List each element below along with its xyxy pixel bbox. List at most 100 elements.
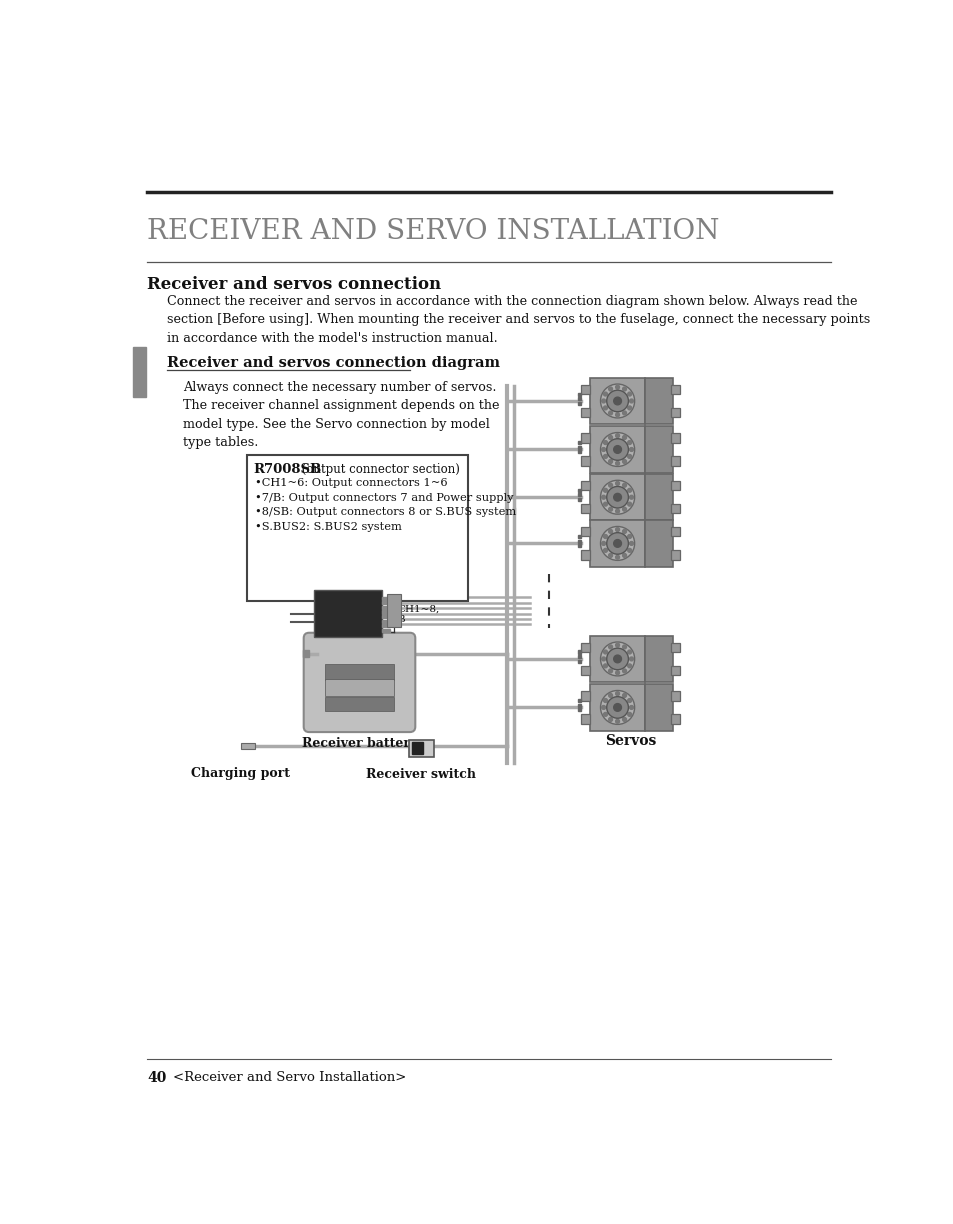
Circle shape bbox=[603, 502, 607, 506]
Circle shape bbox=[627, 441, 631, 444]
Bar bbox=[381, 606, 390, 608]
Circle shape bbox=[599, 384, 634, 417]
Bar bbox=[670, 433, 679, 443]
Circle shape bbox=[615, 509, 618, 513]
Bar bbox=[409, 739, 434, 756]
Bar bbox=[578, 540, 580, 542]
Circle shape bbox=[608, 411, 612, 415]
Bar bbox=[578, 401, 580, 405]
Bar bbox=[241, 743, 254, 749]
Text: Charging port: Charging port bbox=[192, 767, 290, 781]
Text: Always connect the necessary number of servos.: Always connect the necessary number of s… bbox=[183, 381, 496, 394]
Circle shape bbox=[615, 720, 618, 723]
Bar bbox=[580, 481, 590, 491]
Circle shape bbox=[627, 650, 631, 654]
Bar bbox=[580, 715, 590, 723]
Circle shape bbox=[599, 643, 634, 676]
Text: Receiver battery: Receiver battery bbox=[301, 738, 416, 750]
Circle shape bbox=[629, 399, 633, 403]
Bar bbox=[644, 635, 672, 682]
Text: Receiver and servos connection: Receiver and servos connection bbox=[147, 277, 441, 294]
Circle shape bbox=[606, 649, 628, 670]
Circle shape bbox=[603, 488, 607, 492]
Text: Receiver and servos connection diagram: Receiver and servos connection diagram bbox=[167, 356, 499, 371]
Bar bbox=[580, 551, 590, 559]
Circle shape bbox=[627, 392, 631, 397]
Bar bbox=[644, 474, 672, 520]
Circle shape bbox=[606, 438, 628, 460]
Bar bbox=[670, 666, 679, 676]
Circle shape bbox=[613, 446, 620, 453]
Bar bbox=[580, 528, 590, 536]
Circle shape bbox=[622, 459, 626, 464]
Bar bbox=[381, 629, 390, 632]
Bar bbox=[590, 426, 644, 472]
Bar bbox=[578, 545, 580, 547]
Text: •CH1~6: Output connectors 1~6: •CH1~6: Output connectors 1~6 bbox=[254, 479, 447, 488]
Text: •7/B: Output connectors 7 and Power supply: •7/B: Output connectors 7 and Power supp… bbox=[254, 492, 513, 503]
Bar bbox=[381, 624, 390, 628]
Bar bbox=[386, 594, 400, 627]
Bar bbox=[578, 660, 580, 662]
Bar bbox=[590, 474, 644, 520]
Bar bbox=[670, 551, 679, 559]
Bar bbox=[670, 384, 679, 394]
Bar bbox=[644, 684, 672, 731]
Circle shape bbox=[615, 643, 618, 647]
Bar bbox=[381, 614, 390, 618]
Bar bbox=[324, 698, 394, 711]
Bar bbox=[578, 699, 580, 703]
Bar bbox=[580, 384, 590, 394]
Text: •S.BUS2: S.BUS2 system: •S.BUS2: S.BUS2 system bbox=[254, 521, 401, 532]
Bar bbox=[580, 433, 590, 443]
Bar bbox=[381, 619, 390, 623]
Circle shape bbox=[603, 548, 607, 552]
Bar bbox=[578, 441, 580, 444]
Bar bbox=[578, 446, 580, 449]
Bar bbox=[381, 596, 390, 600]
Bar bbox=[670, 457, 679, 465]
Circle shape bbox=[608, 670, 612, 673]
Bar bbox=[580, 457, 590, 465]
Bar bbox=[578, 655, 580, 659]
Text: Receiver switch: Receiver switch bbox=[366, 767, 476, 781]
Circle shape bbox=[608, 483, 612, 487]
Bar bbox=[590, 684, 644, 731]
Circle shape bbox=[627, 488, 631, 492]
Text: Connect the receiver and servos in accordance with the connection diagram shown : Connect the receiver and servos in accor… bbox=[167, 295, 870, 345]
Circle shape bbox=[615, 412, 618, 416]
Circle shape bbox=[613, 704, 620, 711]
Circle shape bbox=[622, 530, 626, 534]
Circle shape bbox=[608, 530, 612, 534]
Circle shape bbox=[603, 650, 607, 654]
Bar bbox=[590, 520, 644, 567]
Circle shape bbox=[629, 496, 633, 499]
Bar bbox=[381, 611, 390, 613]
Circle shape bbox=[615, 692, 618, 695]
Circle shape bbox=[608, 507, 612, 512]
Circle shape bbox=[627, 502, 631, 506]
Bar bbox=[578, 704, 580, 706]
Circle shape bbox=[613, 540, 620, 547]
Circle shape bbox=[601, 705, 605, 710]
Circle shape bbox=[613, 493, 620, 501]
Bar bbox=[324, 679, 394, 696]
Bar bbox=[578, 488, 580, 492]
Circle shape bbox=[601, 399, 605, 403]
Circle shape bbox=[603, 535, 607, 539]
Bar bbox=[670, 504, 679, 513]
Circle shape bbox=[599, 526, 634, 561]
Bar bbox=[303, 650, 309, 656]
Circle shape bbox=[601, 496, 605, 499]
Circle shape bbox=[629, 448, 633, 452]
Circle shape bbox=[615, 461, 618, 465]
Circle shape bbox=[603, 663, 607, 668]
Circle shape bbox=[606, 532, 628, 554]
Bar bbox=[580, 504, 590, 513]
Bar bbox=[670, 528, 679, 536]
Circle shape bbox=[627, 535, 631, 539]
Bar bbox=[580, 643, 590, 652]
Circle shape bbox=[603, 712, 607, 716]
Bar bbox=[590, 635, 644, 682]
Circle shape bbox=[615, 671, 618, 674]
